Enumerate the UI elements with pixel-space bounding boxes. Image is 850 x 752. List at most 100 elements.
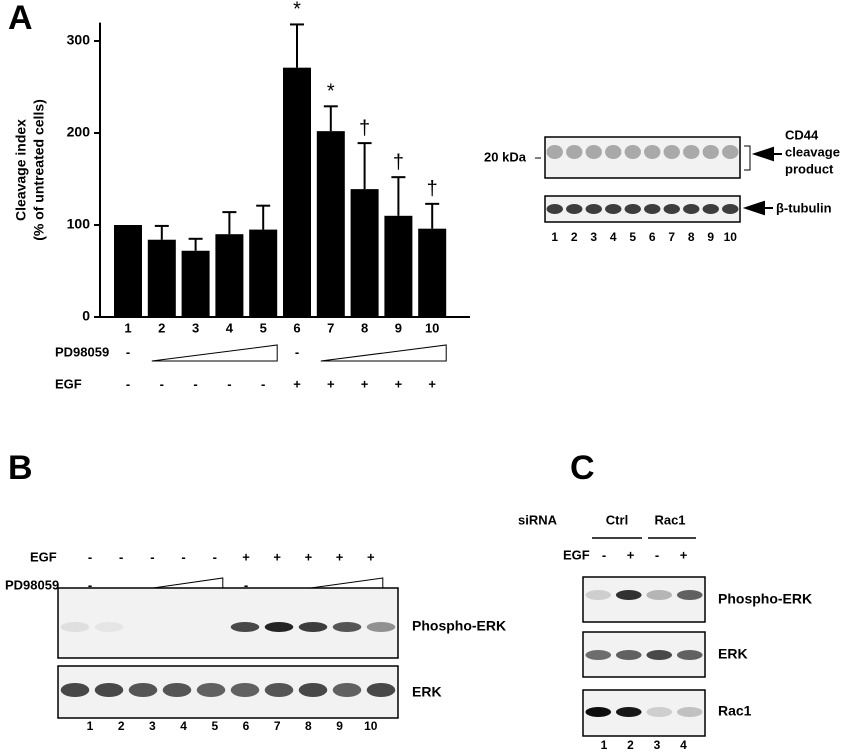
blot-label: product <box>785 161 834 176</box>
band <box>605 145 622 159</box>
band <box>646 707 673 717</box>
bar <box>215 234 244 317</box>
band <box>676 650 703 660</box>
row-label: EGF <box>563 547 590 562</box>
row-cell: - <box>213 549 217 564</box>
dose-triangle <box>320 344 447 362</box>
row-cell: + <box>361 376 369 391</box>
x-tick-label: 5 <box>260 320 267 335</box>
y-axis-label: (% of untreated cells) <box>31 99 47 241</box>
row-cell: - <box>295 344 299 359</box>
lane-label: 6 <box>649 230 656 244</box>
band <box>646 590 673 600</box>
band <box>366 683 396 697</box>
lane-label: 1 <box>551 230 558 244</box>
lane-label: 4 <box>680 738 687 752</box>
row-cell: + <box>242 549 250 564</box>
y-tick-label: 100 <box>67 216 91 232</box>
row-cell: - <box>655 547 659 562</box>
band <box>624 204 641 214</box>
band <box>546 204 563 214</box>
x-tick-label: 10 <box>425 320 439 335</box>
row-cell: + <box>305 549 313 564</box>
x-tick-label: 1 <box>124 320 131 335</box>
x-tick-label: 9 <box>395 320 402 335</box>
group-label: Ctrl <box>606 512 628 527</box>
band <box>298 622 328 632</box>
band <box>230 622 260 632</box>
band <box>585 590 612 600</box>
band <box>663 145 680 159</box>
row-label: PD98059 <box>55 344 109 359</box>
band <box>615 590 642 600</box>
mw-marker: 20 kDa <box>484 149 527 164</box>
band <box>332 622 362 632</box>
band <box>676 707 703 717</box>
significance-marker: * <box>293 0 301 21</box>
band <box>683 145 700 159</box>
bar <box>249 229 278 317</box>
row-cell: - <box>181 549 185 564</box>
bar <box>283 67 311 318</box>
lane-label: 10 <box>364 719 378 733</box>
band <box>196 683 226 697</box>
row-label: EGF <box>30 549 57 564</box>
lane-label: 2 <box>627 738 634 752</box>
row-cell: - <box>244 577 248 592</box>
blot <box>544 136 741 179</box>
band <box>605 204 622 214</box>
lane-label: 9 <box>336 719 343 733</box>
row-cell: + <box>627 547 635 562</box>
bracket <box>744 145 751 171</box>
band <box>702 145 719 159</box>
significance-marker: † <box>393 151 404 173</box>
x-tick-label: 6 <box>293 320 300 335</box>
row-cell: + <box>336 549 344 564</box>
band <box>566 145 583 159</box>
band <box>615 650 642 660</box>
significance-marker: † <box>359 117 370 139</box>
significance-marker: * <box>327 81 335 103</box>
band <box>646 650 673 660</box>
lane-label: 8 <box>305 719 312 733</box>
row-cell: + <box>273 549 281 564</box>
arrow <box>751 146 782 162</box>
row-cell: - <box>119 549 123 564</box>
row-cell: - <box>193 376 197 391</box>
y-tick-label: 200 <box>67 124 91 140</box>
band <box>624 145 641 159</box>
band <box>585 707 612 717</box>
blot-label: Phospho-ERK <box>412 618 506 634</box>
row-label: siRNA <box>518 512 558 527</box>
band <box>722 204 739 214</box>
band <box>264 683 294 697</box>
row-cell: + <box>327 376 335 391</box>
row-cell: - <box>126 376 130 391</box>
band <box>683 204 700 214</box>
band <box>94 683 124 697</box>
row-cell: + <box>293 376 301 391</box>
row-label: EGF <box>55 376 82 391</box>
y-axis-label: Cleavage index <box>13 119 29 221</box>
band <box>94 622 124 632</box>
band <box>60 622 90 632</box>
blot-label: Rac1 <box>718 703 752 719</box>
lane-label: 4 <box>180 719 187 733</box>
lane-label: 6 <box>243 719 250 733</box>
lane-label: 5 <box>211 719 218 733</box>
row-cell: - <box>160 376 164 391</box>
blot-label: cleavage <box>785 144 840 159</box>
lane-label: 7 <box>668 230 675 244</box>
band <box>298 683 328 697</box>
row-cell: + <box>395 376 403 391</box>
bar <box>181 250 210 317</box>
group-label: Rac1 <box>654 512 685 527</box>
lane-label: 9 <box>707 230 714 244</box>
bar <box>316 131 345 317</box>
lane-label: 1 <box>601 738 608 752</box>
band <box>128 683 158 697</box>
row-cell: - <box>150 549 154 564</box>
band <box>585 145 602 159</box>
band <box>702 204 719 214</box>
